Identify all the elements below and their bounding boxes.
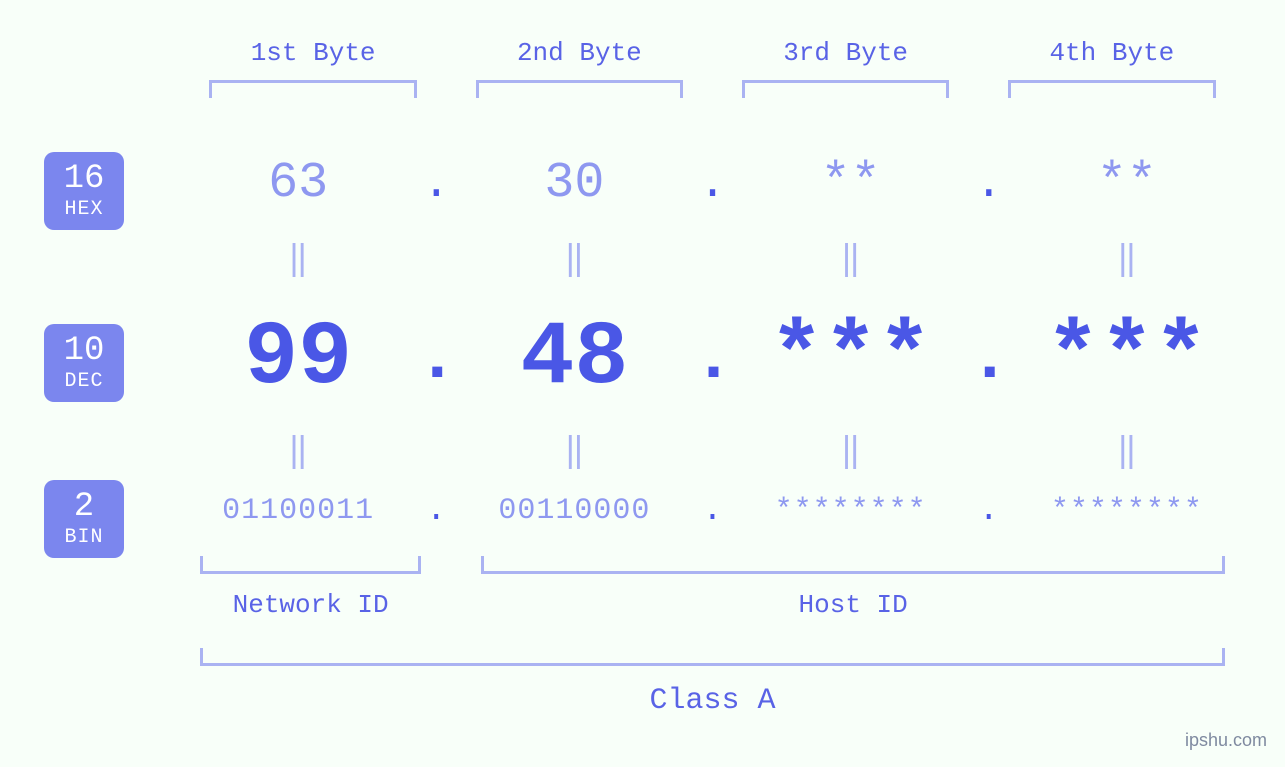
top-bracket-3 <box>742 80 950 98</box>
class-label: Class A <box>180 684 1245 718</box>
bin-row: 01100011 . 00110000 . ******** . *******… <box>180 492 1245 530</box>
dec-byte-4: *** <box>1009 308 1245 410</box>
top-bracket-4 <box>1008 80 1216 98</box>
equals-row-2: ‖ ‖ ‖ ‖ <box>180 430 1245 472</box>
equals-icon: ‖ <box>1009 430 1245 472</box>
dot-icon: . <box>693 492 733 530</box>
dot-icon: . <box>969 158 1009 210</box>
dec-byte-3: *** <box>733 308 969 410</box>
equals-icon: ‖ <box>1009 238 1245 280</box>
dot-icon: . <box>416 158 456 210</box>
equals-icon: ‖ <box>456 430 692 472</box>
dot-icon: . <box>416 492 456 530</box>
class-bracket <box>200 648 1225 666</box>
dot-icon: . <box>693 320 733 399</box>
dot-icon: . <box>693 158 733 210</box>
network-id-bracket <box>200 556 421 574</box>
watermark: ipshu.com <box>1185 730 1267 751</box>
network-id-label: Network ID <box>180 590 441 620</box>
hex-byte-4: ** <box>1009 155 1245 212</box>
id-bracket-row <box>180 556 1245 574</box>
byte-header-2: 2nd Byte <box>446 38 712 68</box>
base-label-dec: DEC <box>64 371 103 393</box>
equals-icon: ‖ <box>180 238 416 280</box>
dec-byte-2: 48 <box>456 308 692 410</box>
dot-icon: . <box>969 320 1009 399</box>
host-id-bracket <box>481 556 1225 574</box>
equals-icon: ‖ <box>180 430 416 472</box>
bin-byte-2: 00110000 <box>456 494 692 528</box>
base-badge-hex: 16 HEX <box>44 152 124 230</box>
dot-icon: . <box>416 320 456 399</box>
top-bracket-1 <box>209 80 417 98</box>
id-label-row: Network ID Host ID <box>180 590 1245 620</box>
byte-header-3: 3rd Byte <box>713 38 979 68</box>
base-num-dec: 10 <box>64 333 105 370</box>
equals-icon: ‖ <box>733 430 969 472</box>
base-num-bin: 2 <box>74 489 94 526</box>
class-bracket-row <box>180 648 1245 666</box>
base-badge-dec: 10 DEC <box>44 324 124 402</box>
ip-diagram: 1st Byte 2nd Byte 3rd Byte 4th Byte 16 H… <box>0 0 1285 767</box>
byte-header-4: 4th Byte <box>979 38 1245 68</box>
bin-byte-1: 01100011 <box>180 494 416 528</box>
dec-byte-1: 99 <box>180 308 416 410</box>
equals-icon: ‖ <box>456 238 692 280</box>
byte-header-row: 1st Byte 2nd Byte 3rd Byte 4th Byte <box>180 38 1245 68</box>
host-id-label: Host ID <box>461 590 1245 620</box>
equals-icon: ‖ <box>733 238 969 280</box>
base-label-hex: HEX <box>64 199 103 221</box>
hex-byte-2: 30 <box>456 155 692 212</box>
byte-header-1: 1st Byte <box>180 38 446 68</box>
hex-row: 63 . 30 . ** . ** <box>180 155 1245 212</box>
equals-row-1: ‖ ‖ ‖ ‖ <box>180 238 1245 280</box>
byte-bracket-row <box>180 80 1245 98</box>
hex-byte-1: 63 <box>180 155 416 212</box>
dot-icon: . <box>969 492 1009 530</box>
bin-byte-3: ******** <box>733 494 969 528</box>
dec-row: 99 . 48 . *** . *** <box>180 308 1245 410</box>
base-label-bin: BIN <box>64 527 103 549</box>
base-num-hex: 16 <box>64 161 105 198</box>
hex-byte-3: ** <box>733 155 969 212</box>
top-bracket-2 <box>476 80 684 98</box>
base-badge-bin: 2 BIN <box>44 480 124 558</box>
bin-byte-4: ******** <box>1009 494 1245 528</box>
